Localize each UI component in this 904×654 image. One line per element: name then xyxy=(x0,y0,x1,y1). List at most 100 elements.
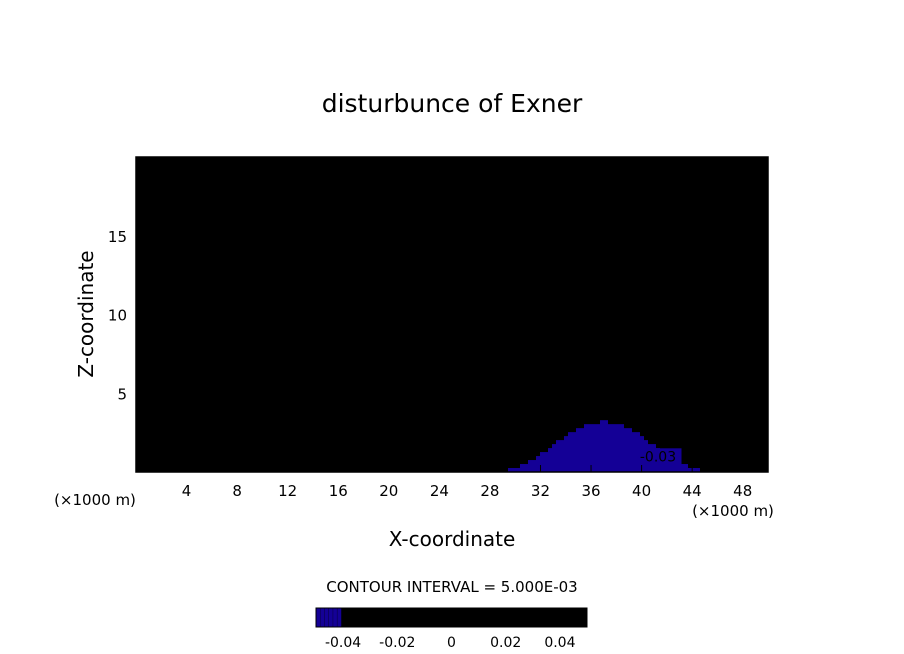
field-cell xyxy=(372,256,377,262)
field-cell xyxy=(336,432,341,437)
field-cell xyxy=(248,368,253,373)
field-cell xyxy=(276,260,281,266)
field-cell xyxy=(288,308,293,314)
field-cell xyxy=(264,264,269,270)
field-cell xyxy=(380,264,385,270)
field-cell xyxy=(252,272,257,278)
field-cell xyxy=(324,300,329,306)
field-cell xyxy=(272,364,277,369)
field-cell xyxy=(292,436,297,441)
field-cell xyxy=(208,176,213,182)
field-cell xyxy=(136,248,141,254)
field-cell xyxy=(340,176,345,182)
field-cell xyxy=(240,392,245,397)
field-cell xyxy=(312,164,317,170)
field-cell xyxy=(268,184,273,190)
field-cell xyxy=(196,424,201,429)
field-cell xyxy=(204,292,209,298)
field-cell xyxy=(224,440,229,445)
field-cell xyxy=(324,292,329,298)
field-cell xyxy=(284,452,289,457)
field-cell xyxy=(208,372,213,377)
field-cell xyxy=(152,272,157,278)
field-cell xyxy=(192,380,197,385)
field-cell xyxy=(344,224,349,230)
field-cell xyxy=(168,240,173,246)
field-cell xyxy=(288,468,293,472)
field-cell xyxy=(272,352,277,357)
field-cell xyxy=(360,240,365,246)
field-cell xyxy=(352,192,357,198)
field-cell xyxy=(300,420,305,425)
field-cell xyxy=(296,184,301,190)
field-cell xyxy=(248,216,253,222)
field-cell xyxy=(304,288,309,294)
field-cell xyxy=(240,192,245,198)
field-cell xyxy=(380,396,385,401)
field-cell xyxy=(136,240,141,246)
field-cell xyxy=(152,196,157,202)
field-cell xyxy=(312,276,317,282)
field-cell xyxy=(164,392,169,397)
field-cell xyxy=(324,424,329,429)
field-cell xyxy=(204,256,209,262)
field-cell xyxy=(308,224,313,230)
field-cell xyxy=(356,296,361,302)
field-cell xyxy=(164,272,169,278)
field-cell xyxy=(216,208,221,214)
field-cell xyxy=(168,176,173,182)
field-cell xyxy=(152,424,157,429)
field-cell xyxy=(216,252,221,258)
field-cell xyxy=(136,216,141,222)
field-cell xyxy=(328,184,333,190)
field-cell xyxy=(296,456,301,461)
field-cell xyxy=(344,208,349,214)
field-cell xyxy=(324,312,329,318)
field-cell xyxy=(180,404,185,409)
field-cell xyxy=(308,176,313,182)
field-cell xyxy=(368,220,373,226)
field-cell xyxy=(304,228,309,234)
field-cell xyxy=(284,196,289,202)
field-cell xyxy=(236,352,241,357)
field-cell xyxy=(320,216,325,222)
field-cell xyxy=(204,260,209,266)
field-cell xyxy=(384,328,389,334)
field-cell xyxy=(228,308,233,314)
field-cell xyxy=(272,404,277,409)
field-cell xyxy=(296,372,301,377)
field-cell xyxy=(268,280,273,286)
field-cell xyxy=(136,340,141,346)
field-cell xyxy=(240,352,245,357)
field-cell xyxy=(180,440,185,445)
field-cell xyxy=(376,168,381,174)
field-cell xyxy=(188,280,193,286)
field-cell xyxy=(296,388,301,393)
field-cell xyxy=(212,348,217,353)
field-cell xyxy=(308,248,313,254)
field-cell xyxy=(304,452,309,457)
field-cell xyxy=(152,328,157,334)
field-cell xyxy=(220,364,225,369)
field-cell xyxy=(328,300,333,306)
field-cell xyxy=(168,356,173,361)
field-cell xyxy=(320,176,325,182)
field-cell xyxy=(152,184,157,190)
field-cell xyxy=(344,176,349,182)
field-cell xyxy=(136,400,141,405)
field-cell xyxy=(332,304,337,310)
field-cell xyxy=(304,424,309,429)
field-cell xyxy=(136,276,141,282)
field-cell xyxy=(160,288,165,294)
field-cell xyxy=(384,372,389,377)
field-cell xyxy=(296,428,301,433)
field-cell xyxy=(224,220,229,226)
field-cell xyxy=(356,340,361,346)
field-cell xyxy=(184,436,189,441)
field-cell xyxy=(336,272,341,278)
field-cell xyxy=(236,204,241,210)
field-cell xyxy=(384,168,389,174)
field-cell xyxy=(192,324,197,330)
field-cell xyxy=(332,196,337,202)
field-cell xyxy=(276,456,281,461)
